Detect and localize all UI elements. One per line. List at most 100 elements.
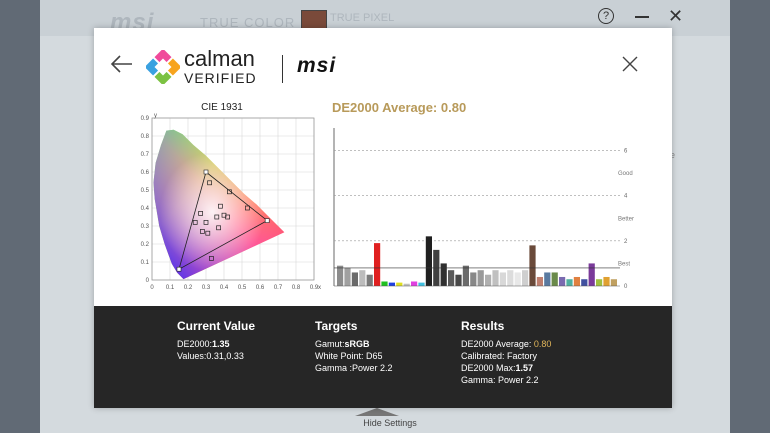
de2000-bar [351,272,358,286]
de2000-bar [559,276,566,286]
calman-logo-icon [146,50,180,84]
gamut-vertex [264,218,270,223]
cie-y-tick: 0.7 [141,152,150,158]
measurement-point [207,180,212,186]
de2000-bar [359,270,366,286]
de2000-bar [588,263,595,286]
bar-zone-label: Good [618,171,633,177]
measurement-point [205,230,211,236]
cie-chart-title: CIE 1931 [201,102,243,113]
cie-x-tick: 0.9 [310,285,319,291]
targets-heading: Targets [315,319,358,333]
de2000-bar [603,276,610,286]
cie-y-tick: 0.5 [141,188,150,194]
hide-settings-handle[interactable] [355,408,399,416]
bar-zone-label: Better [618,216,634,222]
cie-x-axis-letter: x [318,285,321,291]
de2000-bar [425,236,432,286]
de2000-bar [396,282,403,286]
gamut-triangle [178,171,268,271]
current-values: Values:0.31,0.33 [177,351,244,361]
de2000-bar [388,282,395,286]
cie-x-tick: 0.8 [292,285,301,291]
de2000-bar [544,272,551,286]
target-gamma: Gamma :Power 2.2 [315,363,393,373]
cie-x-tick: 0.3 [202,285,211,291]
de2000-bar [462,265,469,286]
result-de2000-max: DE2000 Max:1.57 [461,363,534,373]
de2000-bar [529,245,536,286]
de2000-bar-chart: 6 4 2 0 Good Better Best [333,128,634,290]
results-heading: Results [461,319,505,333]
minimize-icon[interactable] [635,16,649,18]
de2000-bar [499,272,506,286]
bar-y-tick: 0 [624,284,628,290]
window-close-icon[interactable]: ✕ [668,6,684,26]
background-text-fragment: e [670,150,676,160]
de2000-average-title: DE2000 Average: 0.80 [332,100,466,115]
bar-y-tick: 4 [624,194,628,200]
cie-x-tick: 0 [150,285,154,291]
de2000-average-label: DE2000 Average: [332,100,438,115]
measurement-point [227,189,232,195]
cie-x-tick: 0.5 [238,285,247,291]
logo-divider [282,55,283,83]
de2000-bar [507,270,514,286]
calman-wordmark: calman [184,46,255,71]
cie-y-tick: 0 [146,278,150,284]
true-pixel-icon [301,10,327,30]
cie-x-tick: 0.7 [274,285,283,291]
current-value-heading: Current Value [177,319,256,333]
de2000-bar [536,276,543,286]
current-de2000: DE2000:1.35 [177,339,230,349]
de2000-bar [381,281,388,286]
measurement-point [198,211,203,216]
gamut-vertex [176,266,182,272]
de2000-bar [455,274,462,286]
current-value-section: Current Value DE2000:1.35 Values:0.31,0.… [177,320,255,362]
de2000-bar [337,265,344,286]
cie-y-axis-letter: y [154,113,157,119]
close-icon[interactable] [622,56,638,72]
measurement-point [200,229,205,234]
measurement-point [209,256,214,261]
cie-x-tick: 0.1 [166,285,175,291]
result-calibrated: Calibrated: Factory [461,351,538,361]
de2000-bar [344,267,351,286]
de2000-bar [448,270,455,286]
hide-settings-button[interactable]: Hide Settings [363,418,417,428]
measurement-point [216,225,221,231]
de2000-bar [551,272,558,286]
de2000-bar [366,274,373,286]
de2000-average-value: 0.80 [440,100,467,115]
bar-y-tick: 2 [624,239,628,245]
measurement-point [225,214,230,220]
outer-backdrop-right [730,0,770,433]
cie-y-tick: 0.8 [141,134,150,140]
measurement-point [245,205,250,211]
de2000-bar [470,272,477,286]
de2000-bar [440,263,447,286]
bar-y-tick: 6 [624,149,628,155]
measurement-point [192,220,198,225]
results-section: Results DE2000 Average: 0.80 Calibrated:… [461,320,551,386]
de2000-bar [514,272,521,286]
de2000-bar [522,270,529,286]
help-icon[interactable]: ? [598,8,614,24]
cie-y-tick: 0.3 [141,224,150,230]
back-arrow-icon[interactable] [110,52,134,76]
outer-backdrop-left [0,0,40,433]
result-de2000-average: DE2000 Average: 0.80 [461,339,552,349]
cie-plot-frame [151,117,315,281]
msi-logo: msi [297,54,337,77]
de2000-bar [492,270,499,286]
cie-x-tick: 0.4 [220,285,229,291]
bar-zone-label: Best [618,261,630,267]
de2000-bar [610,279,617,286]
measurement-point [218,203,223,209]
app-true-color-label: TRUE COLOR [200,15,296,30]
de2000-bar [573,276,580,286]
cie-x-tick: 0.2 [184,285,193,291]
measurement-point [214,214,220,220]
cie-1931-chart: 0 0.1 0.2 0.3 0.4 0.5 0.6 0.7 0.8 0.9 0 0.1 0.2 0.3 0.… [141,113,321,291]
